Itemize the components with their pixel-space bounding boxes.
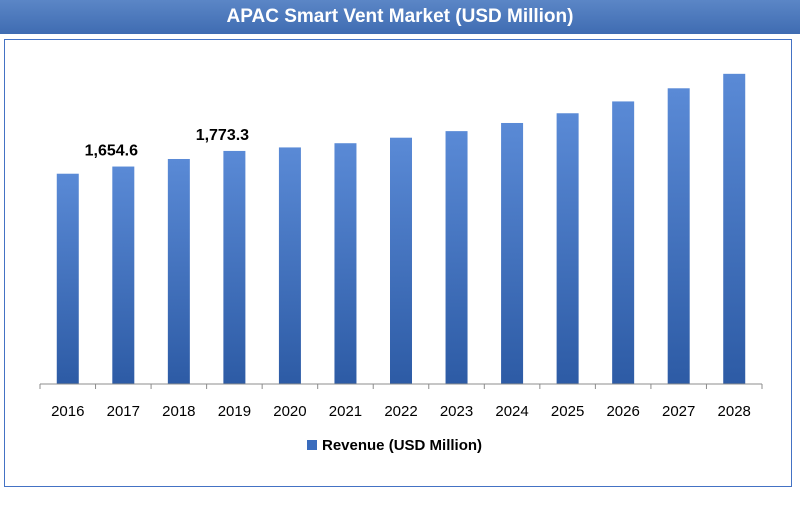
chart-title: APAC Smart Vent Market (USD Million) [0, 0, 800, 34]
x-tick-label-2026: 2026 [606, 403, 639, 420]
bar-2021 [334, 143, 357, 384]
bar-2016 [56, 173, 79, 384]
bar-2026 [612, 101, 635, 384]
x-tick-label-2022: 2022 [384, 403, 417, 420]
legend: Revenue (USD Million) [307, 437, 482, 454]
bar-2023 [445, 131, 468, 384]
x-tick-label-2023: 2023 [440, 403, 473, 420]
bars-group [56, 73, 746, 385]
data-label-2017: 1,654.6 [85, 143, 138, 160]
x-tick-labels: 2016 2017 2018 2019 2020 2021 2022 2023 2024 2025… [51, 403, 751, 420]
x-tick-label-2020: 2020 [273, 403, 306, 420]
x-tick-label-2018: 2018 [162, 403, 195, 420]
bar-2028 [723, 73, 746, 384]
bar-2019 [223, 150, 246, 384]
legend-label: Revenue (USD Million) [322, 437, 482, 454]
bar-2027 [667, 88, 690, 385]
bar-2025 [556, 113, 579, 384]
chart-frame [4, 39, 792, 487]
data-label-2019: 1,773.3 [196, 127, 249, 144]
bar-2018 [167, 158, 190, 384]
x-tick-label-2024: 2024 [495, 403, 528, 420]
bar-2022 [390, 137, 412, 384]
x-tick-label-2028: 2028 [718, 403, 751, 420]
legend-swatch [307, 440, 317, 450]
x-tick-label-2025: 2025 [551, 403, 584, 420]
x-tick-label-2021: 2021 [329, 403, 362, 420]
bar-2017 [112, 166, 135, 384]
bar-2020 [278, 147, 301, 384]
x-tick-label-2017: 2017 [107, 403, 140, 420]
bar-2024 [501, 122, 524, 385]
x-tick-label-2027: 2027 [662, 403, 695, 420]
x-tick-label-2019: 2019 [218, 403, 251, 420]
data-labels: 1,654.6 1,773.3 [85, 127, 250, 160]
x-ticks [39, 384, 763, 389]
x-tick-label-2016: 2016 [51, 403, 84, 420]
